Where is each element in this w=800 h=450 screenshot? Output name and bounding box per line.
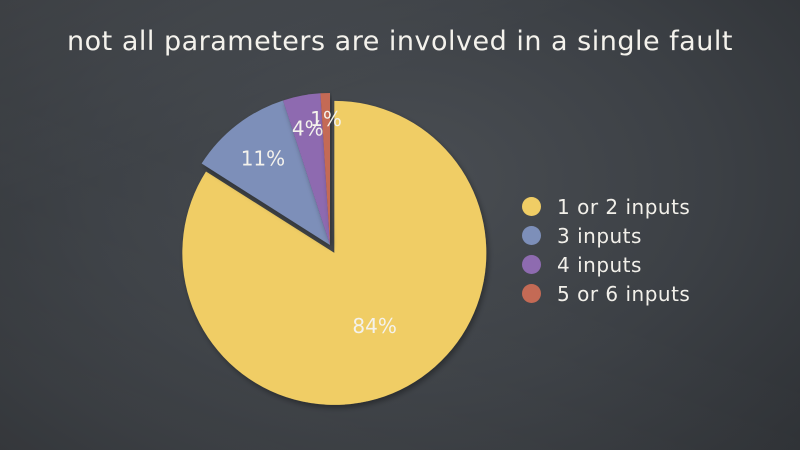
chart-legend: 1 or 2 inputs 3 inputs 4 inputs 5 or 6 i… <box>522 192 782 308</box>
legend-label: 4 inputs <box>557 252 642 277</box>
legend-item: 1 or 2 inputs <box>522 192 782 221</box>
legend-label: 5 or 6 inputs <box>557 281 691 306</box>
legend-swatch <box>522 284 541 303</box>
legend-label: 1 or 2 inputs <box>557 194 691 219</box>
legend-item: 4 inputs <box>522 250 782 279</box>
legend-label: 3 inputs <box>557 223 642 248</box>
pie-slice <box>201 100 330 245</box>
slice-data-label: 4% <box>292 117 324 141</box>
pie-slice <box>182 100 487 405</box>
slice-data-label: 84% <box>352 314 396 338</box>
slice-data-label: 1% <box>310 107 342 131</box>
slice-data-label: 11% <box>241 147 285 171</box>
pie-slice <box>320 93 330 245</box>
legend-item: 3 inputs <box>522 221 782 250</box>
legend-swatch <box>522 197 541 216</box>
legend-swatch <box>522 255 541 274</box>
pie-slice <box>283 93 330 246</box>
legend-swatch <box>522 226 541 245</box>
legend-item: 5 or 6 inputs <box>522 279 782 308</box>
chart-title: not all parameters are involved in a sin… <box>67 26 733 57</box>
